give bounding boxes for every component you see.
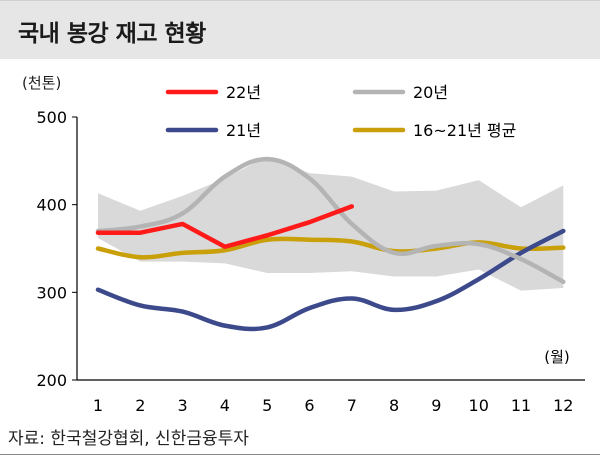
series-line-y21 [95, 228, 566, 332]
x-tick-label: 9 [431, 396, 441, 415]
y-tick-label: 300 [36, 283, 67, 302]
x-tick-label: 3 [178, 396, 188, 415]
series-line-y22 [95, 204, 355, 249]
bottom-rule [0, 454, 600, 455]
y-tick-label: 400 [36, 196, 67, 215]
source-note: 자료: 한국철강협회, 신한금융투자 [8, 429, 249, 449]
y-tick-label: 200 [36, 371, 67, 390]
x-tick-label: 4 [220, 396, 230, 415]
x-tick-label: 7 [347, 396, 357, 415]
x-tick-label: 6 [304, 396, 314, 415]
x-axis-unit-label: (월) [544, 348, 570, 366]
x-tick-label: 10 [469, 396, 489, 415]
legend-label-y21: 21년 [226, 121, 261, 140]
legend-label-y20: 20년 [413, 83, 448, 102]
x-tick-label: 11 [511, 396, 531, 415]
y-tick-label: 500 [36, 108, 67, 127]
legend-label-y22: 22년 [226, 83, 261, 102]
series-line-y20 [95, 156, 566, 285]
x-tick-label: 2 [135, 396, 145, 415]
range-band [98, 156, 564, 291]
title-bar: 국내 봉강 재고 현황 [0, 0, 600, 59]
x-tick-label: 5 [262, 396, 272, 415]
chart-title: 국내 봉강 재고 현황 [18, 21, 206, 47]
x-tick-label: 8 [389, 396, 399, 415]
x-tick-label: 12 [553, 396, 573, 415]
legend-label-avg: 16~21년 평균 [413, 121, 516, 140]
x-tick-label: 1 [93, 396, 103, 415]
y-axis-unit-label: (천톤) [22, 74, 62, 92]
